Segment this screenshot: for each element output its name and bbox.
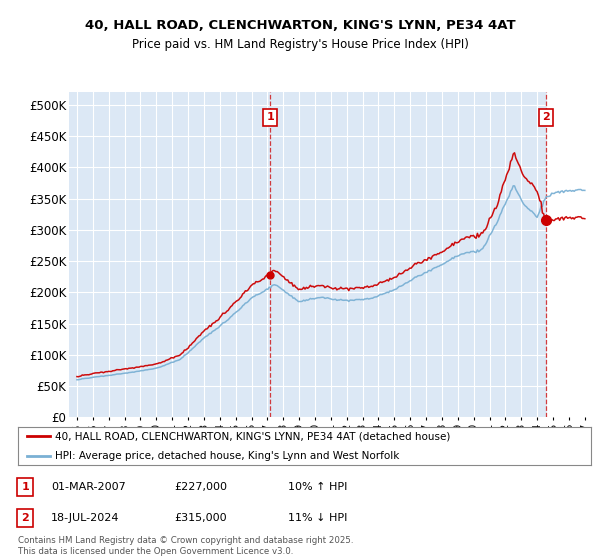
Text: 2: 2 bbox=[542, 113, 550, 123]
Text: 40, HALL ROAD, CLENCHWARTON, KING'S LYNN, PE34 4AT: 40, HALL ROAD, CLENCHWARTON, KING'S LYNN… bbox=[85, 18, 515, 32]
Text: Contains HM Land Registry data © Crown copyright and database right 2025.
This d: Contains HM Land Registry data © Crown c… bbox=[18, 536, 353, 556]
Text: HPI: Average price, detached house, King's Lynn and West Norfolk: HPI: Average price, detached house, King… bbox=[55, 451, 400, 461]
Text: 40, HALL ROAD, CLENCHWARTON, KING'S LYNN, PE34 4AT (detached house): 40, HALL ROAD, CLENCHWARTON, KING'S LYNN… bbox=[55, 431, 451, 441]
Bar bbox=[547, 92, 600, 417]
Text: Price paid vs. HM Land Registry's House Price Index (HPI): Price paid vs. HM Land Registry's House … bbox=[131, 38, 469, 52]
Text: £227,000: £227,000 bbox=[174, 482, 227, 492]
Text: £315,000: £315,000 bbox=[174, 513, 227, 523]
Text: 11% ↓ HPI: 11% ↓ HPI bbox=[288, 513, 347, 523]
Text: 10% ↑ HPI: 10% ↑ HPI bbox=[288, 482, 347, 492]
Text: 1: 1 bbox=[22, 482, 29, 492]
Bar bbox=[547, 92, 600, 417]
Text: 18-JUL-2024: 18-JUL-2024 bbox=[51, 513, 119, 523]
Text: 2: 2 bbox=[22, 513, 29, 523]
Text: 1: 1 bbox=[266, 113, 274, 123]
Text: 01-MAR-2007: 01-MAR-2007 bbox=[51, 482, 126, 492]
